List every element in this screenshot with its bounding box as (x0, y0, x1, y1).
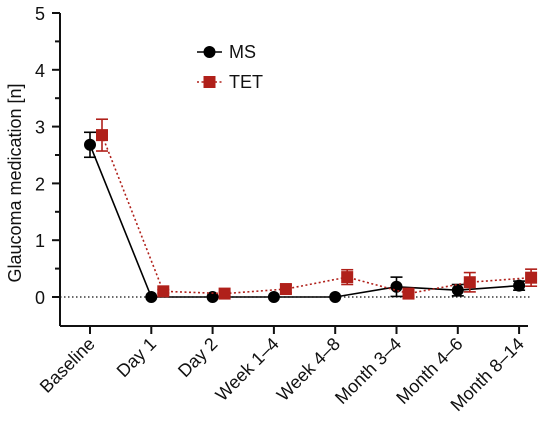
y-axis-label: Glaucoma medication [n] (5, 83, 25, 282)
data-point (341, 271, 354, 284)
y-tick-label: 1 (35, 231, 45, 251)
data-point (157, 285, 170, 298)
y-tick-label: 5 (35, 4, 45, 24)
y-tick-label: 4 (35, 61, 45, 81)
series-line (101, 134, 532, 295)
legend-label: TET (229, 72, 263, 92)
data-point (402, 287, 415, 300)
x-tick-label: Week 1–4 (212, 334, 283, 405)
legend-item: MS (197, 42, 256, 62)
data-point (96, 129, 108, 142)
y-tick-label: 3 (35, 118, 45, 138)
data-point (513, 279, 526, 292)
legend-item: TET (197, 72, 263, 92)
y-tick-label: 0 (35, 288, 45, 308)
data-point (84, 138, 96, 151)
data-point (525, 271, 538, 284)
legend-marker (203, 76, 216, 88)
legend: MS TET (197, 42, 263, 92)
series-group (84, 118, 538, 303)
data-point (267, 291, 280, 303)
data-point (390, 280, 403, 293)
data-point (463, 276, 476, 289)
series-line (89, 144, 520, 298)
y-tick-label: 2 (35, 174, 45, 194)
x-tick-label: Day 2 (174, 334, 221, 381)
data-point (145, 291, 158, 303)
x-tick-label: Baseline (36, 334, 99, 397)
data-point (218, 287, 231, 300)
data-point (451, 284, 464, 297)
data-point (279, 283, 292, 296)
series-ms (84, 131, 526, 303)
series-tet (96, 118, 538, 300)
legend-marker (203, 46, 216, 58)
data-point (206, 291, 219, 303)
data-point (329, 291, 342, 303)
x-tick-label: Day 1 (113, 334, 160, 381)
legend-label: MS (229, 42, 256, 62)
